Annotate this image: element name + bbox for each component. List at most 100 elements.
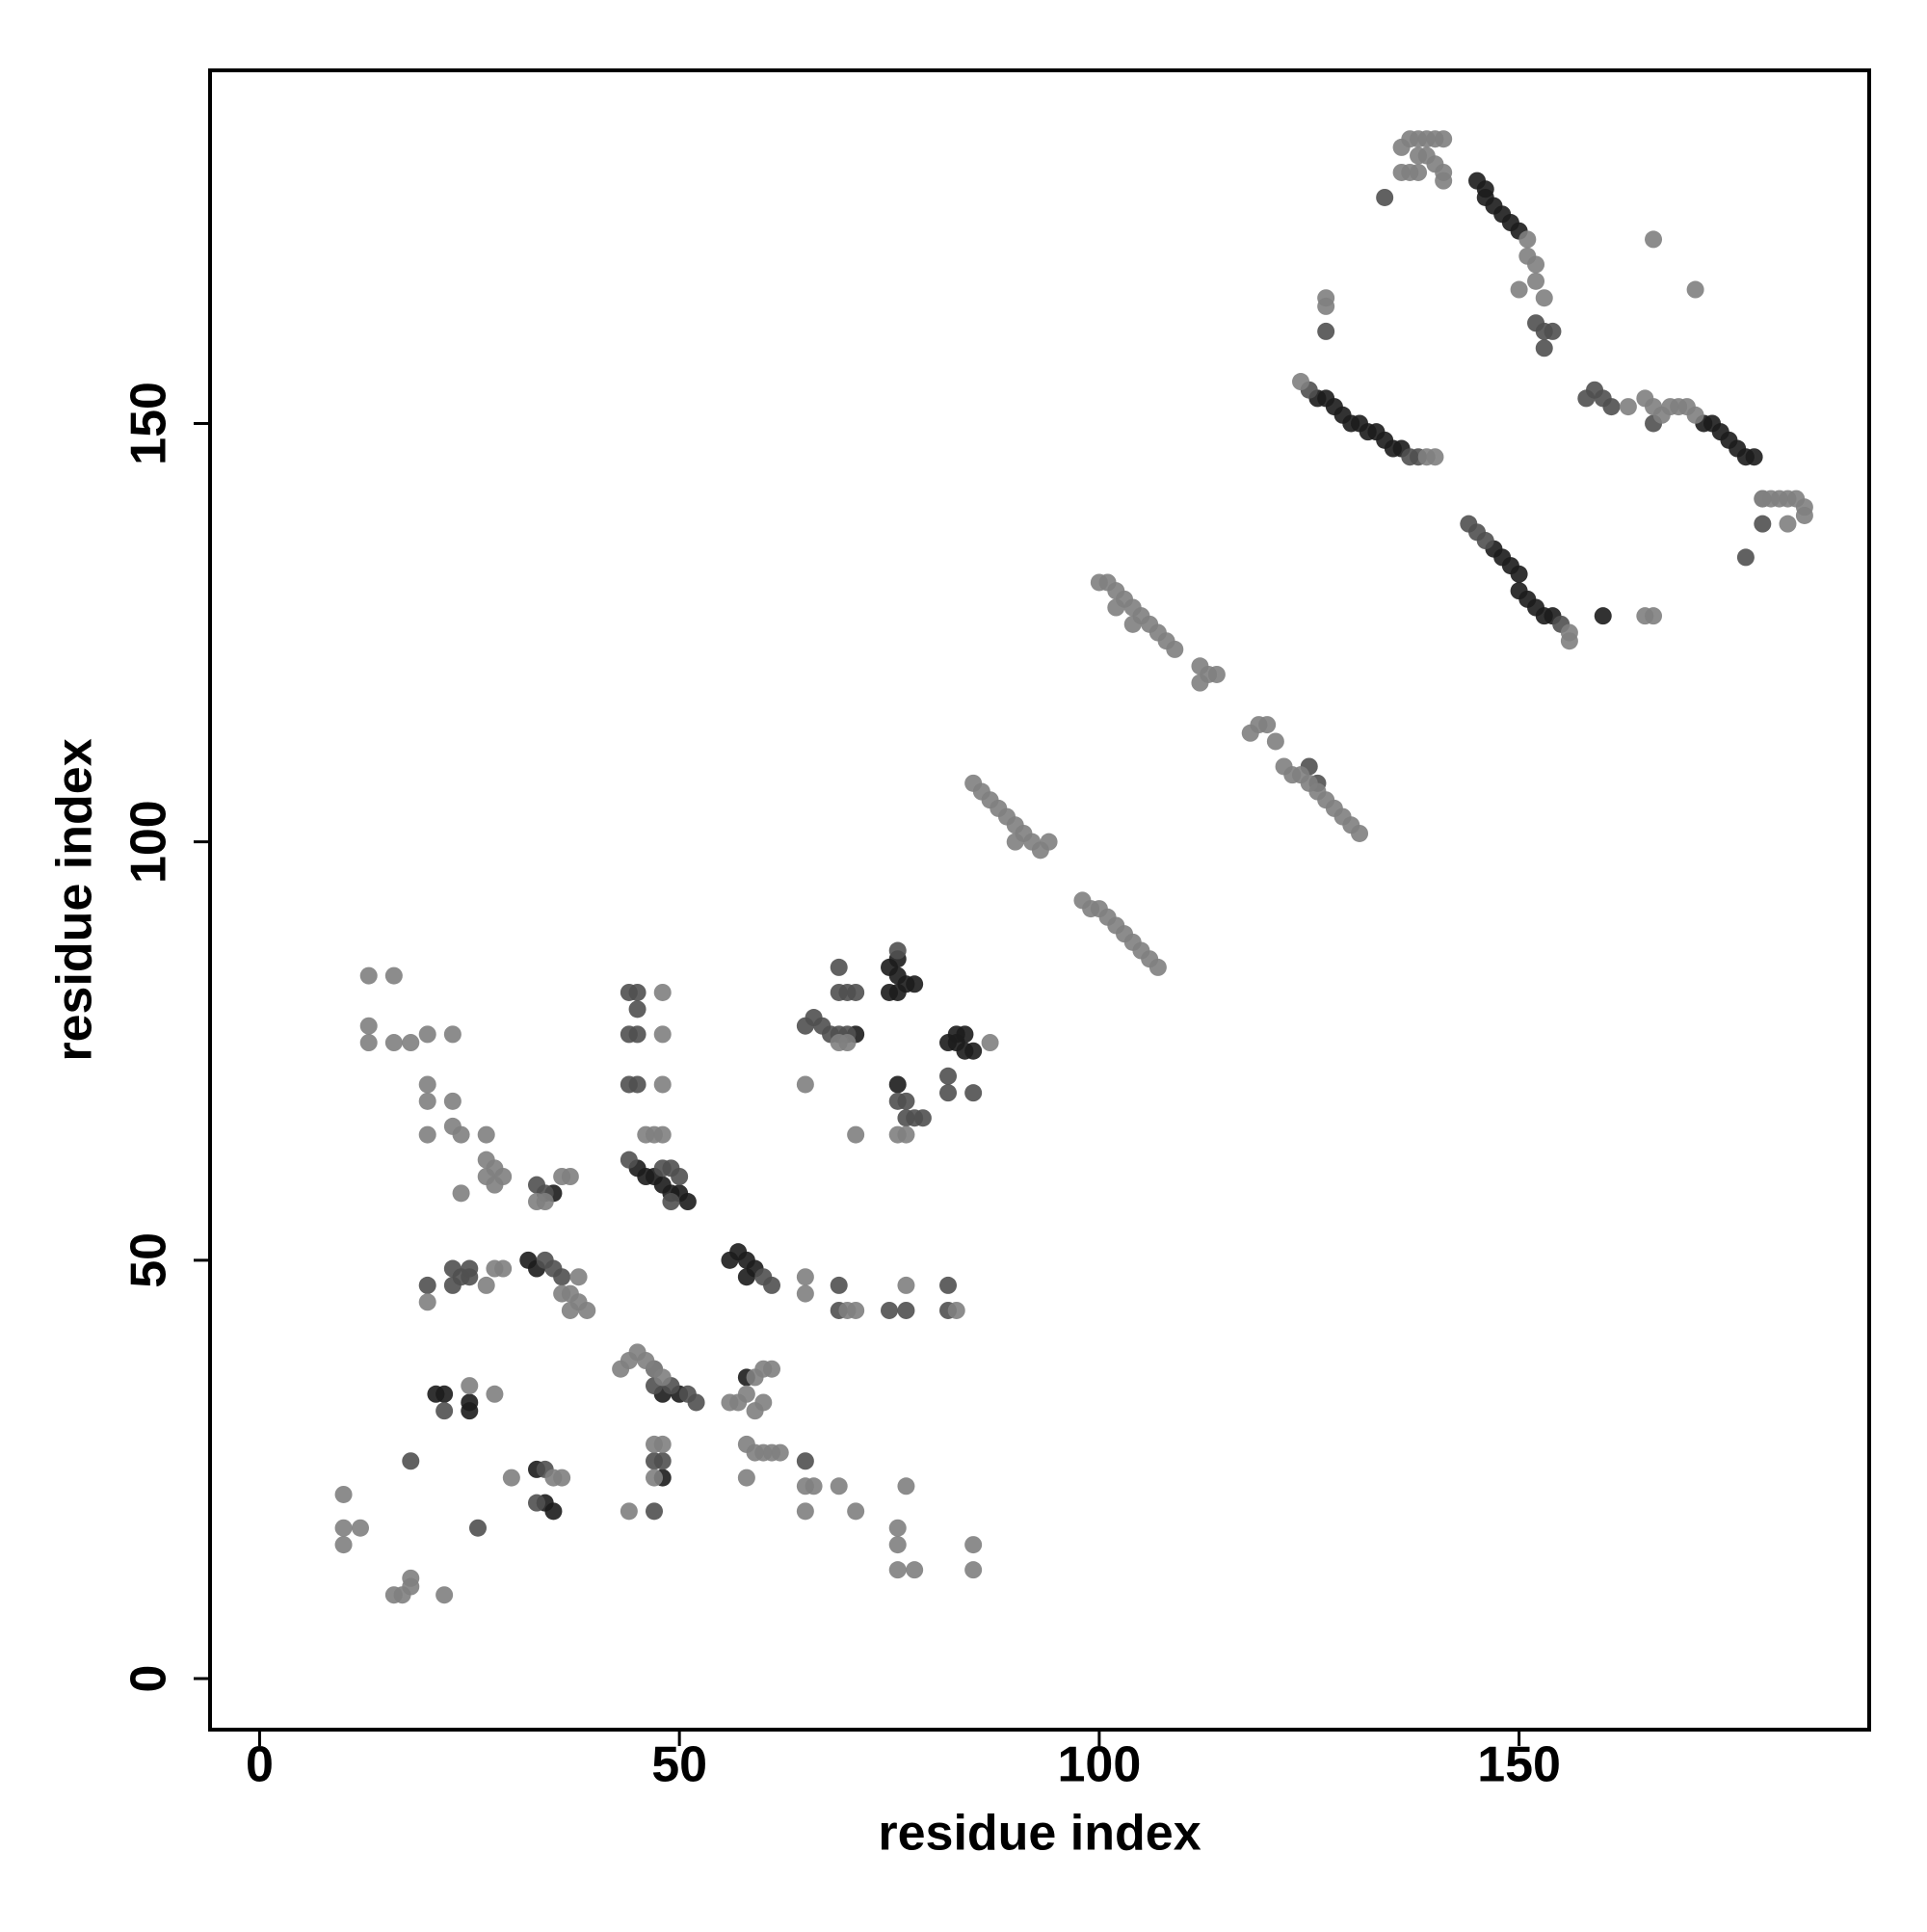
point	[1166, 640, 1184, 658]
point	[1527, 255, 1545, 274]
point	[443, 1025, 462, 1044]
point	[569, 1268, 588, 1286]
point	[687, 1393, 705, 1412]
point	[620, 1151, 638, 1169]
point	[847, 1125, 865, 1144]
point	[964, 1084, 983, 1102]
point	[888, 1092, 907, 1110]
point	[452, 1125, 470, 1144]
point	[418, 1092, 436, 1110]
point	[939, 1276, 958, 1294]
point	[847, 983, 865, 1001]
point	[418, 1276, 436, 1294]
point	[939, 1084, 958, 1102]
point	[1435, 172, 1453, 190]
point	[956, 1025, 974, 1044]
point	[1795, 506, 1813, 524]
point	[906, 1561, 924, 1579]
x-tick-label: 50	[651, 1737, 707, 1793]
point	[1779, 515, 1797, 533]
point	[888, 983, 907, 1001]
point	[359, 1034, 378, 1052]
point	[384, 966, 403, 985]
point	[334, 1519, 353, 1537]
point	[1410, 163, 1428, 181]
point	[402, 1452, 420, 1470]
y-tick-label: 50	[121, 1232, 177, 1288]
point	[678, 1193, 697, 1211]
point	[536, 1193, 554, 1211]
point	[897, 1477, 915, 1495]
plot-frame	[208, 68, 1871, 1732]
point	[461, 1393, 479, 1412]
x-tick-label: 0	[246, 1737, 274, 1793]
point	[771, 1443, 789, 1462]
point	[847, 1502, 865, 1521]
point	[830, 958, 848, 976]
point	[653, 1435, 672, 1453]
point	[1351, 824, 1369, 842]
point	[443, 1092, 462, 1110]
point	[1123, 615, 1142, 633]
point	[477, 1276, 495, 1294]
point	[553, 1469, 571, 1487]
point	[436, 1385, 454, 1403]
point	[881, 1301, 899, 1319]
point	[897, 1301, 915, 1319]
point	[418, 1025, 436, 1044]
point	[796, 1452, 814, 1470]
point	[888, 1519, 907, 1537]
y-axis-title: residue index	[47, 738, 103, 1061]
point	[553, 1168, 571, 1185]
point	[653, 1125, 672, 1144]
point	[1560, 632, 1578, 650]
point	[888, 1075, 907, 1094]
point	[1006, 833, 1024, 851]
point	[1518, 230, 1537, 249]
point	[384, 1034, 403, 1052]
point	[334, 1485, 353, 1503]
point	[402, 1034, 420, 1052]
point	[1594, 607, 1612, 625]
point	[746, 1402, 764, 1420]
x-tick-label: 150	[1477, 1737, 1561, 1793]
point	[662, 1193, 680, 1211]
point	[359, 966, 378, 985]
point	[796, 1075, 814, 1094]
point	[527, 1494, 545, 1512]
point	[359, 1017, 378, 1035]
point	[653, 1025, 672, 1044]
point	[628, 1025, 647, 1044]
point	[1317, 322, 1335, 340]
point	[737, 1469, 755, 1487]
point	[1435, 130, 1453, 148]
point	[486, 1385, 504, 1403]
point	[1544, 322, 1562, 340]
point	[1745, 448, 1763, 466]
point	[796, 1268, 814, 1286]
point	[461, 1259, 479, 1278]
point	[553, 1284, 571, 1303]
point	[939, 1067, 958, 1085]
point	[486, 1176, 504, 1194]
point	[646, 1469, 664, 1487]
point	[796, 1502, 814, 1521]
point	[477, 1125, 495, 1144]
point	[906, 975, 924, 993]
point	[443, 1259, 462, 1278]
point	[544, 1502, 563, 1521]
point	[1376, 188, 1394, 206]
point	[502, 1469, 520, 1487]
point	[628, 1075, 647, 1094]
point	[847, 1301, 865, 1319]
point	[1107, 598, 1125, 617]
point	[671, 1168, 689, 1185]
point	[578, 1301, 596, 1319]
point	[737, 1268, 755, 1286]
point	[897, 1125, 915, 1144]
point	[981, 1034, 999, 1052]
point	[418, 1075, 436, 1094]
y-tick-label: 150	[121, 382, 177, 465]
point	[888, 941, 907, 960]
